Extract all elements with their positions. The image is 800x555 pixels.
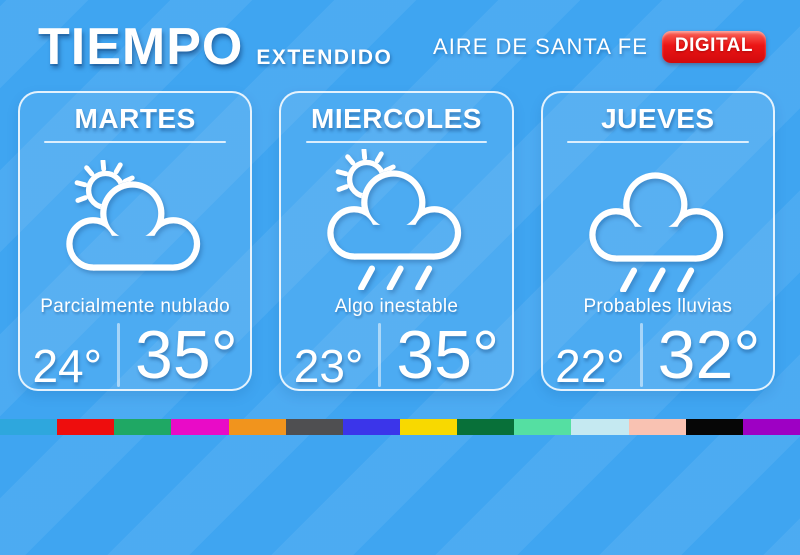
day-title: JUEVES: [601, 103, 715, 134]
palette-swatch: [742, 419, 800, 435]
palette-swatch: [342, 419, 400, 435]
forecast-cards: MARTES: [0, 91, 800, 391]
max-temperature: 35°: [396, 317, 500, 393]
palette-swatch: [0, 419, 58, 435]
temperature-row: 24° 35°: [32, 321, 237, 389]
rain-icon: [581, 150, 734, 292]
min-temperature: 23°: [293, 340, 364, 392]
palette-swatch: [114, 419, 172, 435]
condition-label: Algo inestable: [334, 296, 459, 317]
condition-label: Parcialmente nublado: [40, 296, 231, 317]
weather-icon-wrap: [320, 144, 473, 295]
show-title: TIEMPO: [38, 18, 244, 76]
cloud-icon: [320, 148, 473, 290]
forecast-card: MARTES: [18, 91, 253, 391]
rain-drops-icon: [358, 265, 433, 290]
palette-swatch: [285, 419, 343, 435]
title-divider: [566, 140, 749, 143]
digital-badge: DIGITAL: [661, 31, 766, 63]
color-palette-bar: [0, 419, 800, 435]
weather-icon-wrap: [59, 144, 212, 301]
temperature-divider: [378, 323, 382, 387]
palette-swatch: [228, 419, 286, 435]
sun-rain-icon: [320, 148, 473, 290]
title-divider: [44, 140, 227, 143]
palette-swatch: [571, 419, 629, 435]
rain-drops-icon: [619, 267, 694, 292]
title-divider: [305, 140, 488, 143]
cloud-icon: [581, 150, 734, 292]
palette-swatch: [628, 419, 686, 435]
partly-cloudy-icon: [59, 159, 212, 301]
weather-icon-wrap: [581, 144, 734, 295]
day-title: MIERCOLES: [311, 103, 482, 134]
min-temperature: 24°: [32, 340, 103, 392]
palette-swatch: [171, 419, 229, 435]
show-title-group: TIEMPO EXTENDIDO: [38, 21, 392, 73]
palette-swatch: [685, 419, 743, 435]
max-temperature: 35°: [135, 317, 238, 393]
temperature-row: 23° 35°: [294, 321, 499, 389]
cloud-icon: [59, 159, 212, 301]
forecast-card: MIERCOLES: [279, 91, 514, 391]
brand-name: AIRE DE SANTA FE: [433, 34, 648, 59]
temperature-divider: [639, 323, 643, 387]
forecast-card: JUEVES: [540, 91, 775, 391]
palette-swatch: [57, 419, 115, 435]
min-temperature: 22°: [555, 340, 625, 392]
palette-swatch: [457, 419, 515, 435]
palette-swatch: [399, 419, 458, 435]
header: TIEMPO EXTENDIDO AIRE DE SANTA FE DIGITA…: [0, 0, 800, 90]
condition-label: Probables lluvias: [583, 296, 733, 317]
show-subtitle: EXTENDIDO: [256, 46, 393, 69]
brand-group: AIRE DE SANTA FE DIGITAL: [433, 31, 766, 63]
temperature-row: 22° 32°: [555, 321, 760, 389]
day-title: MARTES: [74, 103, 196, 134]
temperature-divider: [117, 323, 121, 387]
palette-swatch: [514, 419, 572, 435]
max-temperature: 32°: [657, 317, 761, 393]
